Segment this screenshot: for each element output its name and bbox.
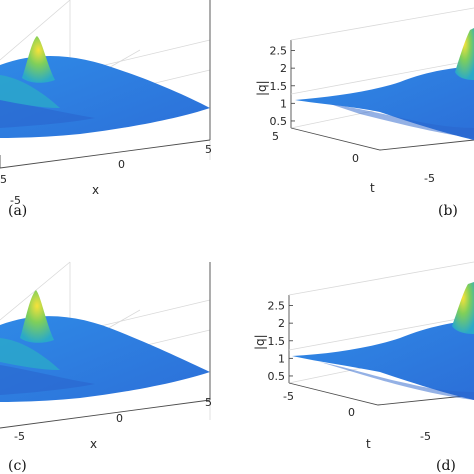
ztick-label-d-0: 0.5	[268, 370, 286, 383]
xlabel-c: x	[90, 437, 97, 451]
tick-b-x-neg5: -5	[424, 172, 435, 185]
tick-c-x-0: 0	[116, 412, 123, 425]
zlabel-d: |q|	[253, 334, 267, 350]
panel-label-a: (a)	[8, 203, 27, 219]
peak-d	[452, 282, 474, 334]
tick-a-y-5: 5	[0, 173, 7, 186]
panel-label-c: (c)	[8, 458, 27, 474]
panel-a: 0 5 5 -5 x (a)	[0, 0, 212, 219]
ztick-label-b-2: 1.5	[270, 80, 288, 93]
panel-b: 0.5 1 1.5 2 2.5 |q| 5 0 -5 t (b)	[255, 7, 474, 219]
tick-a-x-0: 0	[118, 158, 125, 171]
tick-a-y-neg5: -5	[10, 194, 21, 207]
tick-d-x-neg5-left: -5	[283, 390, 294, 403]
ztick-label-d-4: 2.5	[268, 300, 286, 313]
panel-d: 0.5 1 1.5 2 2.5 |q| -5 0 -5 t (d)	[253, 261, 474, 474]
xlabel-d: t	[366, 437, 371, 451]
peak-c	[20, 290, 54, 343]
surface-b	[295, 66, 474, 140]
xlabel-a: x	[92, 183, 99, 197]
peak-a	[22, 36, 55, 83]
xlabel-b: t	[370, 181, 375, 195]
tick-c-x-5: 5	[205, 396, 212, 409]
tick-b-x-0: 0	[352, 152, 359, 165]
ztick-label-d-1: 1	[278, 352, 285, 365]
tick-c-y-neg5: -5	[14, 430, 25, 443]
panel-label-d: (d)	[436, 458, 456, 474]
surface-d	[292, 320, 474, 400]
peak-b	[455, 28, 474, 80]
ztick-label-b-3: 2	[280, 62, 287, 75]
tick-d-x-0: 0	[348, 406, 355, 419]
ztick-label-b-4: 2.5	[270, 45, 288, 58]
panel-label-b: (b)	[438, 203, 458, 219]
tick-b-x-5: 5	[272, 130, 279, 143]
ztick-label-b-1: 1	[280, 97, 287, 110]
panel-c: 0 5 -5 x (c)	[0, 261, 212, 474]
ztick-label-d-3: 2	[278, 317, 285, 330]
ztick-label-b-0: 0.5	[270, 115, 288, 128]
tick-a-x-5: 5	[205, 143, 212, 156]
tick-d-x-neg5-right: -5	[420, 430, 431, 443]
ztick-label-d-2: 1.5	[268, 335, 286, 348]
zlabel-b: |q|	[255, 80, 269, 96]
